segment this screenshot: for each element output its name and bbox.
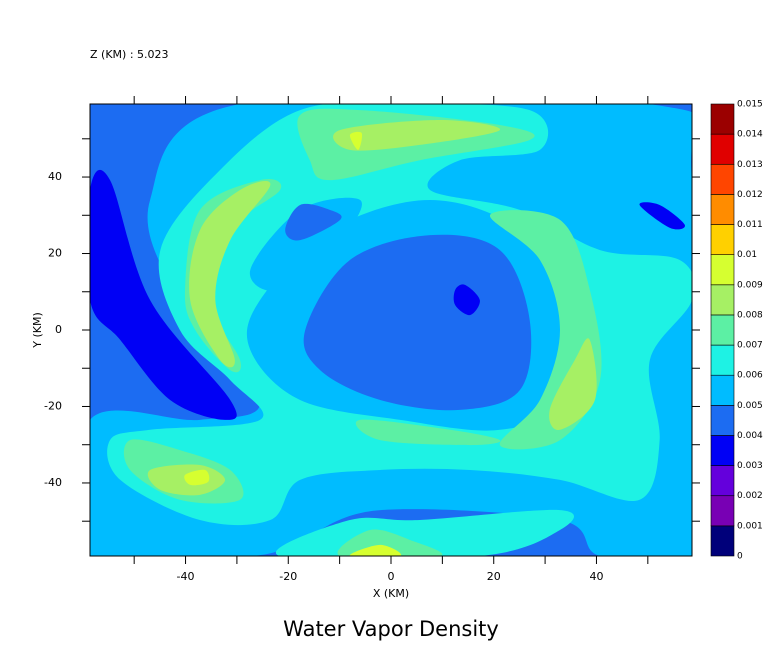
colorbar-segment — [710, 495, 735, 527]
colorbar-label: 0.003 — [737, 461, 763, 471]
contour-region — [184, 469, 210, 486]
contour-region — [333, 120, 501, 151]
contour-region — [355, 419, 501, 446]
x-axis-label: X (KM) — [373, 587, 409, 600]
colorbar-label: 0.004 — [737, 431, 763, 441]
colorbar-segment — [710, 344, 735, 376]
colorbar-segment — [710, 163, 735, 195]
colorbar-label: 0.005 — [737, 401, 763, 411]
colorbar-segment — [710, 133, 735, 165]
x-tick-label: 0 — [388, 570, 395, 583]
contour-region — [349, 131, 363, 150]
colorbar-segment — [710, 435, 735, 466]
contour-region — [90, 169, 237, 420]
subtitle: Z (KM) : 5.023 — [90, 48, 169, 61]
contour-region — [285, 203, 342, 241]
x-tick-label: -40 — [177, 570, 195, 583]
y-axis-label: Y (KM) — [31, 312, 44, 349]
x-tick-label: 40 — [589, 570, 603, 583]
contour-region — [549, 338, 597, 430]
colorbar-label: 0.006 — [737, 371, 763, 381]
colorbar-segment — [710, 525, 735, 557]
colorbar-label: 0.015 — [737, 100, 763, 110]
colorbar-segment — [710, 314, 735, 346]
colorbar-label: 0.009 — [737, 280, 763, 290]
colorbar-label: 0.01 — [737, 250, 757, 260]
colorbar-segment — [710, 405, 735, 436]
colorbar-label: 0.002 — [737, 491, 763, 501]
colorbar-label: 0 — [737, 552, 743, 562]
contour-region — [303, 234, 532, 411]
colorbar-segment — [710, 254, 735, 286]
axes: -40 -20 0 20 40 -40 -20 0 20 40 — [44, 96, 700, 583]
contour-region — [189, 180, 271, 368]
contour-region — [639, 202, 686, 230]
colorbar-segment — [710, 465, 735, 497]
contour-region — [453, 284, 480, 316]
x-tick-label: 20 — [487, 570, 501, 583]
plot-area — [90, 104, 692, 556]
colorbar-label: 0.012 — [737, 190, 763, 200]
colorbar-segment — [710, 374, 735, 406]
colorbar-label: 0.008 — [737, 310, 763, 320]
colorbar-label: 0.013 — [737, 160, 763, 170]
colorbar-label: 0.007 — [737, 341, 763, 351]
y-tick-label: 40 — [48, 170, 62, 183]
colorbar-segment — [710, 103, 735, 135]
colorbar-segment — [710, 284, 735, 316]
colorbar: 0 0.001 0.002 0.003 0.004 0.005 0.006 0.007 0.00… — [710, 100, 763, 562]
chart-title: Water Vapor Density — [283, 617, 499, 641]
contour-region — [349, 544, 402, 556]
y-tick-label: -40 — [44, 476, 62, 489]
colorbar-label: 0.011 — [737, 220, 763, 230]
colorbar-segment — [710, 224, 735, 255]
y-tick-label: -20 — [44, 399, 62, 412]
x-tick-label: -20 — [279, 570, 297, 583]
colorbar-segment — [710, 194, 735, 225]
colorbar-label: 0.014 — [737, 130, 763, 140]
y-tick-label: 20 — [48, 247, 62, 260]
colorbar-label: 0.001 — [737, 521, 763, 531]
y-tick-label: 0 — [55, 323, 62, 336]
